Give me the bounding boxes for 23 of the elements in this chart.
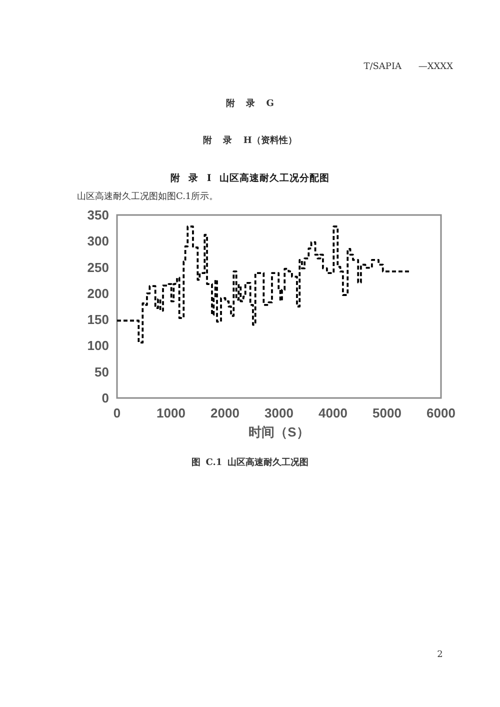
text: T/SAPIA —XXXX bbox=[364, 62, 454, 72]
x-tick-label: 4000 bbox=[318, 406, 348, 420]
x-tick-label: 2000 bbox=[210, 406, 240, 420]
x-tick-label: 5000 bbox=[372, 406, 402, 420]
y-tick-label: 0 bbox=[102, 390, 109, 406]
x-tick-label: 6000 bbox=[426, 406, 456, 420]
x-axis-title: 时间（S） bbox=[248, 424, 310, 440]
text: 附 录 G bbox=[226, 98, 274, 109]
text: 图 C.1 山区高速耐久工况图 bbox=[192, 457, 308, 468]
x-tick-label: 0 bbox=[113, 406, 121, 420]
chart-title: 附 录 I 山区高速耐久工况分配图 bbox=[170, 172, 330, 184]
text: 山区高速耐久工况图如图C.1所示。 bbox=[77, 191, 218, 202]
y-tick-label: 100 bbox=[87, 338, 109, 354]
x-tick-label: 1000 bbox=[156, 406, 186, 420]
y-tick-label: 250 bbox=[87, 260, 109, 275]
x-tick-label: 3000 bbox=[264, 406, 294, 420]
y-tick-label: 300 bbox=[87, 234, 109, 249]
y-tick-label: 350 bbox=[87, 208, 109, 222]
text: 附 录 H（资料性） bbox=[203, 135, 297, 146]
y-tick-label: 200 bbox=[87, 286, 109, 301]
y-tick-label: 150 bbox=[87, 312, 109, 328]
y-tick-label: 50 bbox=[94, 364, 109, 380]
text: 2 bbox=[437, 650, 443, 660]
